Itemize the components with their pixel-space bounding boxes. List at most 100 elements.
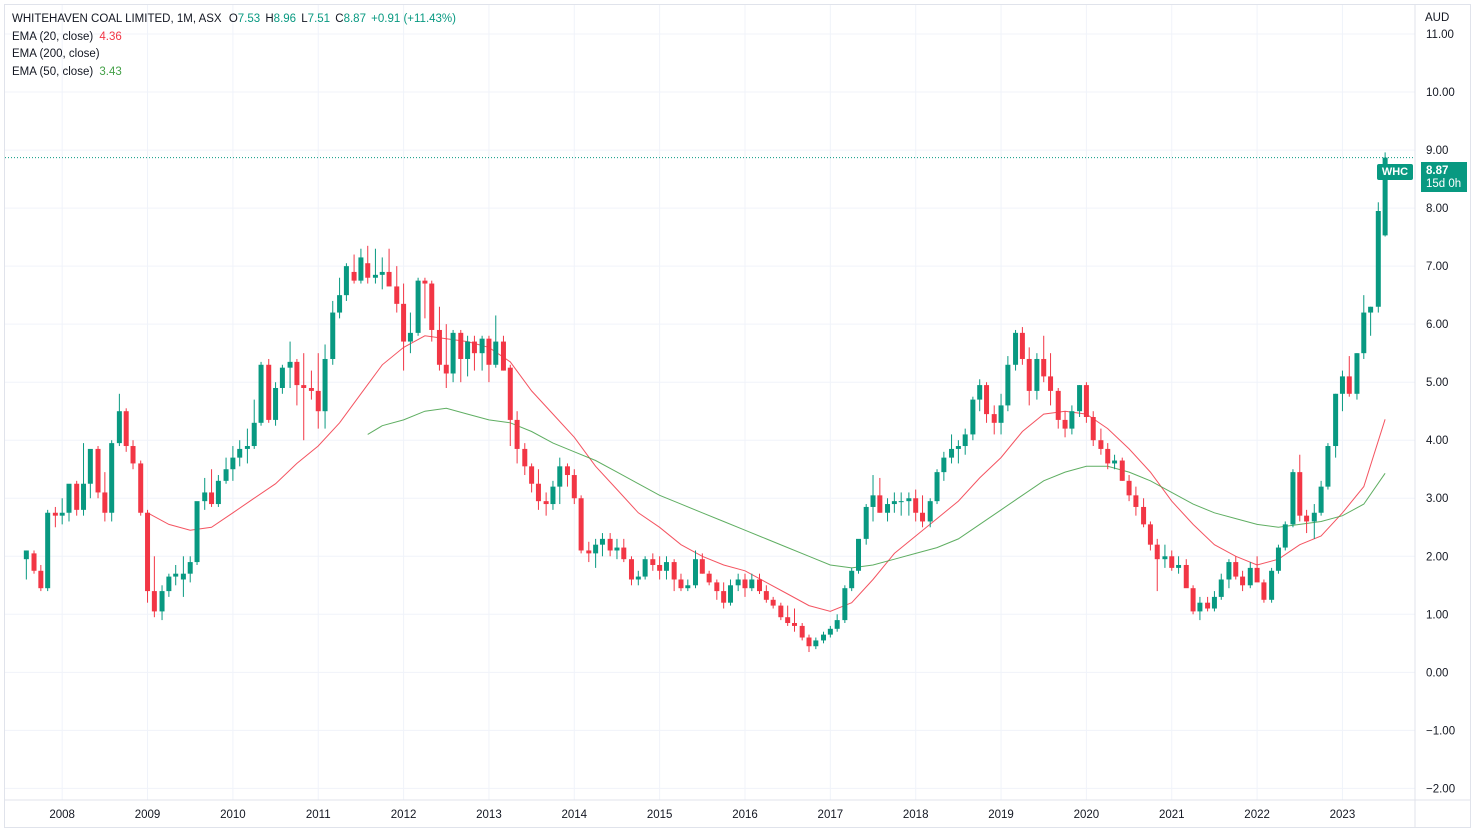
candle-body [365,263,371,278]
candle-down [31,550,37,574]
candle-body [727,585,733,603]
candle-body [955,446,961,449]
candle-body [543,501,549,505]
candle-up [415,277,421,336]
x-tick-label: 2019 [988,809,1014,821]
candle-up [372,248,378,284]
candle-body [415,280,421,333]
candle-body [522,448,528,467]
legend-ema200-row[interactable]: EMA (200, close) [12,46,456,64]
candle-body [258,364,264,423]
candle-up [955,440,961,464]
candle-down [706,570,712,586]
chart-frame [4,4,1471,828]
bar-countdown: 15d 0h [1426,178,1462,190]
candle-up [1112,454,1118,470]
candle-down [657,556,663,580]
x-tick-label: 2010 [220,809,246,821]
candle-up [244,428,250,464]
candle-down [209,469,215,507]
candle-body [173,573,179,577]
candle-body [429,283,435,330]
candle-body [401,303,407,342]
candle-body [785,617,791,624]
candle-up [593,538,599,568]
currency-label[interactable]: AUD [1425,12,1450,24]
candle-down [571,469,577,505]
candle-down [514,411,520,464]
candle-body [877,495,883,513]
candle-body [1119,460,1125,481]
legend-ema20-row[interactable]: EMA (20, close) 4.36 [12,29,456,47]
candle-up [258,361,264,426]
candle-body [251,422,257,447]
legend-open-value: 7.53 [237,13,261,25]
candle-down [1147,521,1153,551]
candle-body [130,446,136,464]
last-price-tag: 8.87 15d 0h [1421,162,1467,192]
candle-body [535,483,541,502]
candle-body [564,466,570,476]
candle-body [1126,480,1132,496]
candle-down [351,254,357,284]
x-tick-label: 2017 [818,809,844,821]
legend-ema50-row[interactable]: EMA (50, close) 3.43 [12,64,456,82]
candle-down [443,324,449,388]
candle-body [1240,576,1246,586]
candle-up [337,277,343,319]
candle-down [1098,428,1104,455]
candle-body [920,512,926,522]
candle-up [1368,306,1374,336]
candle-body [180,573,186,580]
last-price-value: 8.87 [1426,165,1449,177]
candle-body [436,329,442,365]
candle-body [1090,417,1096,441]
candle-body [721,591,727,603]
candle-body [1055,390,1061,420]
candle-down [1126,475,1132,502]
candle-up [23,550,29,580]
candle-body [330,312,336,359]
ema20-label: EMA (20, close) [12,30,94,43]
legend-c-label: C [335,13,344,25]
candle-up [159,585,165,621]
candle-up [1069,405,1075,435]
candle-body [244,446,250,449]
candle-up [557,457,563,505]
candle-up [279,364,285,394]
candle-body [650,559,656,565]
candle-down [1133,486,1139,516]
candle-down [1233,556,1239,580]
candle-body [315,390,321,412]
legend-high-value: 8.96 [273,13,297,25]
candle-body [465,341,471,359]
candle-up [885,498,891,522]
candle-down [578,495,584,554]
candle-body [187,562,193,574]
candle-body [507,367,513,420]
candle-up [116,393,122,447]
candle-down [678,573,684,592]
candle-down [913,489,919,522]
candle-body [1169,556,1175,568]
candle-down [1190,585,1196,615]
candle-body [635,576,641,580]
candle-body [266,364,272,420]
candle-up [692,550,698,589]
candle-up [1247,562,1253,589]
candle-body [529,466,535,484]
candle-body [628,559,634,580]
candle-body [663,562,669,571]
candle-down [699,553,705,574]
candle-up [273,382,279,426]
y-tick-label: −1.00 [1426,725,1455,737]
candle-down [1254,556,1260,583]
candle-up [898,492,904,516]
candle-down [1055,387,1061,429]
candle-down [145,509,151,603]
candle-body [230,457,236,470]
candle-body [1318,486,1324,513]
candle-body [1354,353,1360,394]
candle-body [578,498,584,551]
